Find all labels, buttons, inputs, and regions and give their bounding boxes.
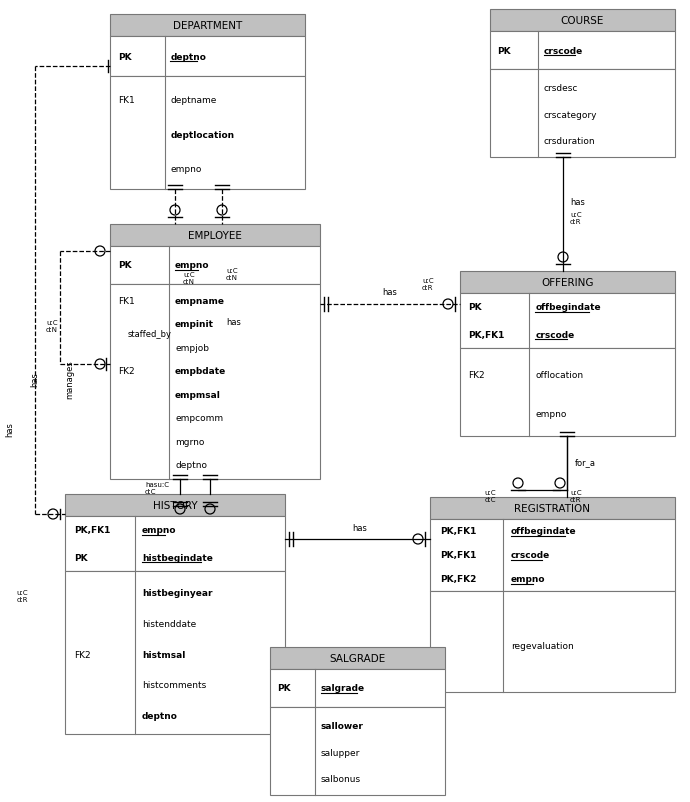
Bar: [110, 77, 305, 190]
Text: PK: PK: [119, 261, 132, 270]
Text: SALGRADE: SALGRADE: [329, 653, 386, 663]
Text: u:C
d:R: u:C d:R: [422, 277, 433, 290]
Bar: [460, 349, 675, 436]
Text: empmsal: empmsal: [175, 391, 221, 399]
Text: manages: manages: [65, 360, 74, 399]
Bar: [460, 272, 675, 294]
Text: empno: empno: [142, 525, 177, 535]
Bar: [65, 516, 285, 571]
Text: staffed_by: staffed_by: [128, 330, 172, 338]
Text: DEPARTMENT: DEPARTMENT: [173, 21, 242, 31]
Text: FK2: FK2: [119, 367, 135, 376]
Text: has: has: [226, 318, 241, 326]
Text: empjob: empjob: [175, 343, 209, 353]
Text: FK1: FK1: [119, 297, 135, 306]
Text: empbdate: empbdate: [175, 367, 226, 376]
Text: offbegindate: offbegindate: [535, 303, 601, 312]
Text: empno: empno: [535, 409, 566, 418]
Text: sallower: sallower: [321, 721, 364, 731]
Text: deptno: deptno: [142, 711, 178, 720]
Text: crscategory: crscategory: [544, 111, 597, 119]
Text: histenddate: histenddate: [142, 619, 196, 628]
Text: mgrno: mgrno: [175, 437, 204, 447]
Text: u:C
d:R: u:C d:R: [17, 589, 28, 602]
Text: REGISTRATION: REGISTRATION: [515, 504, 591, 513]
Text: FK1: FK1: [118, 96, 135, 105]
Text: PK: PK: [277, 683, 290, 693]
Text: has: has: [570, 198, 585, 207]
Bar: [460, 294, 675, 349]
Text: u:C
d:R: u:C d:R: [570, 212, 582, 225]
Text: salupper: salupper: [321, 748, 360, 757]
Bar: [110, 37, 305, 77]
Text: PK: PK: [469, 303, 482, 312]
Bar: [65, 571, 285, 734]
Text: PK,FK1: PK,FK1: [440, 527, 476, 536]
Text: FK2: FK2: [469, 371, 485, 380]
Text: histmsal: histmsal: [142, 650, 186, 658]
Bar: [110, 15, 305, 37]
Text: regevaluation: regevaluation: [511, 641, 573, 650]
Text: offlocation: offlocation: [535, 371, 583, 380]
Text: has: has: [6, 422, 14, 437]
Text: hasu:C
d:C: hasu:C d:C: [145, 481, 169, 494]
Text: PK,FK2: PK,FK2: [440, 575, 476, 584]
Text: deptlocation: deptlocation: [170, 131, 235, 140]
Text: OFFERING: OFFERING: [541, 277, 594, 288]
Bar: [430, 591, 675, 692]
Text: PK: PK: [118, 52, 131, 62]
Bar: [490, 70, 675, 158]
Text: salbonus: salbonus: [321, 775, 361, 784]
Bar: [110, 225, 320, 247]
Text: deptno: deptno: [175, 461, 207, 470]
Text: empno: empno: [175, 261, 210, 270]
Text: FK2: FK2: [74, 650, 90, 658]
Text: histcomments: histcomments: [142, 680, 206, 690]
Bar: [270, 647, 445, 669]
Bar: [430, 520, 675, 591]
Bar: [65, 494, 285, 516]
Text: PK,FK1: PK,FK1: [74, 525, 110, 535]
Text: PK: PK: [497, 47, 511, 55]
Text: u:C
d:C: u:C d:C: [484, 489, 496, 502]
Bar: [110, 285, 320, 480]
Bar: [270, 669, 445, 707]
Text: u:C
d:N: u:C d:N: [226, 268, 238, 281]
Text: deptname: deptname: [170, 96, 217, 105]
Text: deptno: deptno: [170, 52, 206, 62]
Text: PK,FK1: PK,FK1: [440, 551, 476, 560]
Bar: [490, 10, 675, 32]
Text: EMPLOYEE: EMPLOYEE: [188, 231, 242, 241]
Bar: [110, 247, 320, 285]
Text: for_a: for_a: [575, 457, 596, 467]
Text: crscode: crscode: [535, 330, 575, 339]
Text: has: has: [30, 372, 39, 387]
Text: u:C
d:N: u:C d:N: [183, 272, 195, 285]
Text: crscode: crscode: [511, 551, 550, 560]
Text: empcomm: empcomm: [175, 414, 224, 423]
Text: PK,FK1: PK,FK1: [469, 330, 505, 339]
Text: has: has: [382, 288, 397, 297]
Text: crscode: crscode: [544, 47, 583, 55]
Text: u:C
d:R: u:C d:R: [570, 489, 582, 502]
Text: PK: PK: [74, 553, 88, 562]
Bar: [430, 497, 675, 520]
Text: histbeginyear: histbeginyear: [142, 589, 213, 597]
Text: u:C
d:N: u:C d:N: [46, 320, 58, 333]
Text: offbegindate: offbegindate: [511, 527, 576, 536]
Text: crsdesc: crsdesc: [544, 84, 578, 93]
Text: empno: empno: [511, 575, 545, 584]
Text: COURSE: COURSE: [561, 16, 604, 26]
Text: HISTORY: HISTORY: [152, 500, 197, 510]
Text: empno: empno: [170, 164, 202, 174]
Bar: [270, 707, 445, 795]
Text: has: has: [353, 524, 368, 533]
Text: empname: empname: [175, 297, 225, 306]
Text: salgrade: salgrade: [321, 683, 365, 693]
Text: empinit: empinit: [175, 320, 214, 329]
Bar: [490, 32, 675, 70]
Text: histbegindate: histbegindate: [142, 553, 213, 562]
Text: crsduration: crsduration: [544, 137, 595, 146]
